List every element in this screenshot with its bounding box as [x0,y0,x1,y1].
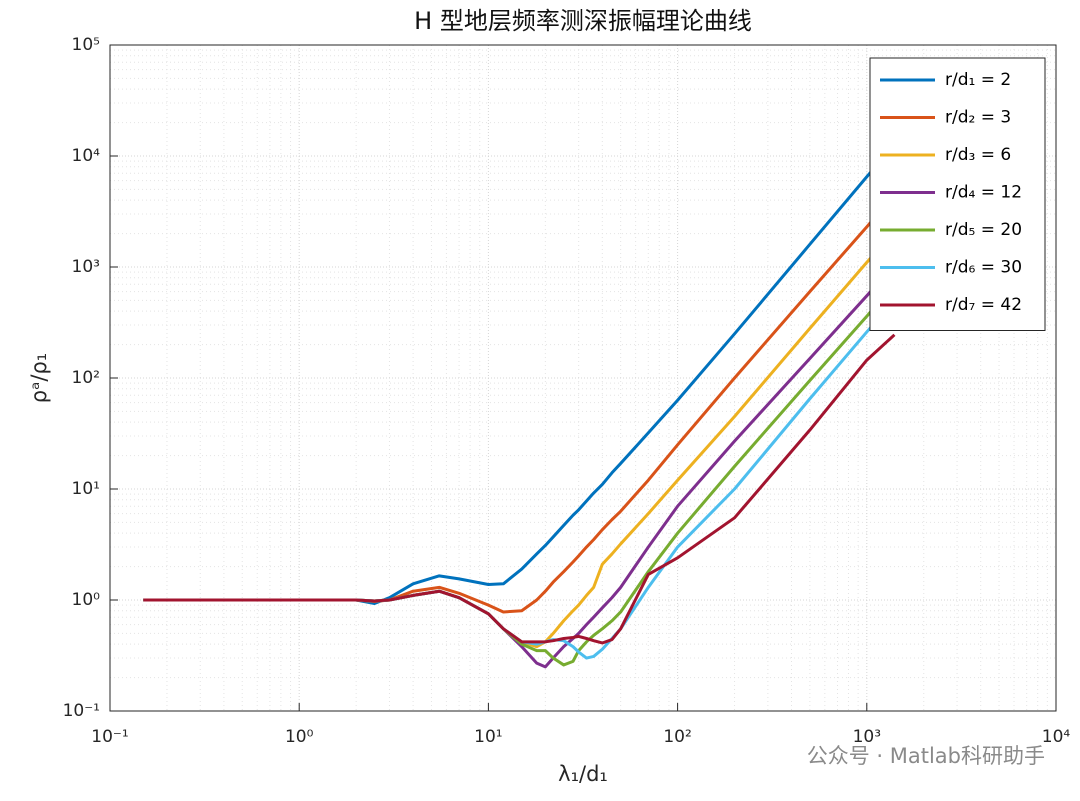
legend-label: r/d₇ = 42 [945,295,1022,315]
y-tick-label: 10¹ [72,479,100,499]
legend-label: r/d₁ = 2 [945,70,1011,90]
x-tick-label: 10⁴ [1042,727,1071,747]
chart-title: H 型地层频率测深振幅理论曲线 [414,7,752,35]
x-axis-label: λ₁/d₁ [558,762,608,786]
watermark: 公众号 · Matlab科研助手 [807,744,1045,768]
y-axis-label: ρᵃ/ρ₁ [27,353,51,403]
series-line [143,193,896,614]
series-line [143,299,896,660]
series-line [143,333,896,645]
legend-label: r/d₄ = 12 [945,183,1022,203]
series-line [143,143,896,605]
plot-frame [109,44,1057,712]
legend-label: r/d₃ = 6 [945,145,1011,165]
legend-label: r/d₂ = 3 [945,108,1011,128]
series-line [143,283,896,667]
y-tick-label: 10⁰ [72,590,101,610]
legend-label: r/d₅ = 20 [945,220,1022,240]
y-tick-label: 10² [72,368,100,388]
y-tick-label: 10⁻¹ [63,701,100,721]
legend-box [869,57,1046,331]
series-line [143,230,896,649]
x-tick-label: 10¹ [474,727,502,747]
legend: r/d₁ = 2 r/d₂ = 3 r/d₃ = 6 r/d₄ = 12 r/d₅ = … [869,57,1046,331]
y-tick-label: 10³ [72,257,100,277]
y-tick-label: 10⁴ [72,146,101,166]
x-tick-label: 10² [663,727,691,747]
x-tick-label: 10⁰ [285,727,314,747]
legend-label: r/d₆ = 30 [945,258,1022,278]
x-tick-label: 10⁻¹ [91,727,128,747]
y-tick-label: 10⁵ [72,35,100,55]
x-tick-label: 10³ [853,727,881,747]
